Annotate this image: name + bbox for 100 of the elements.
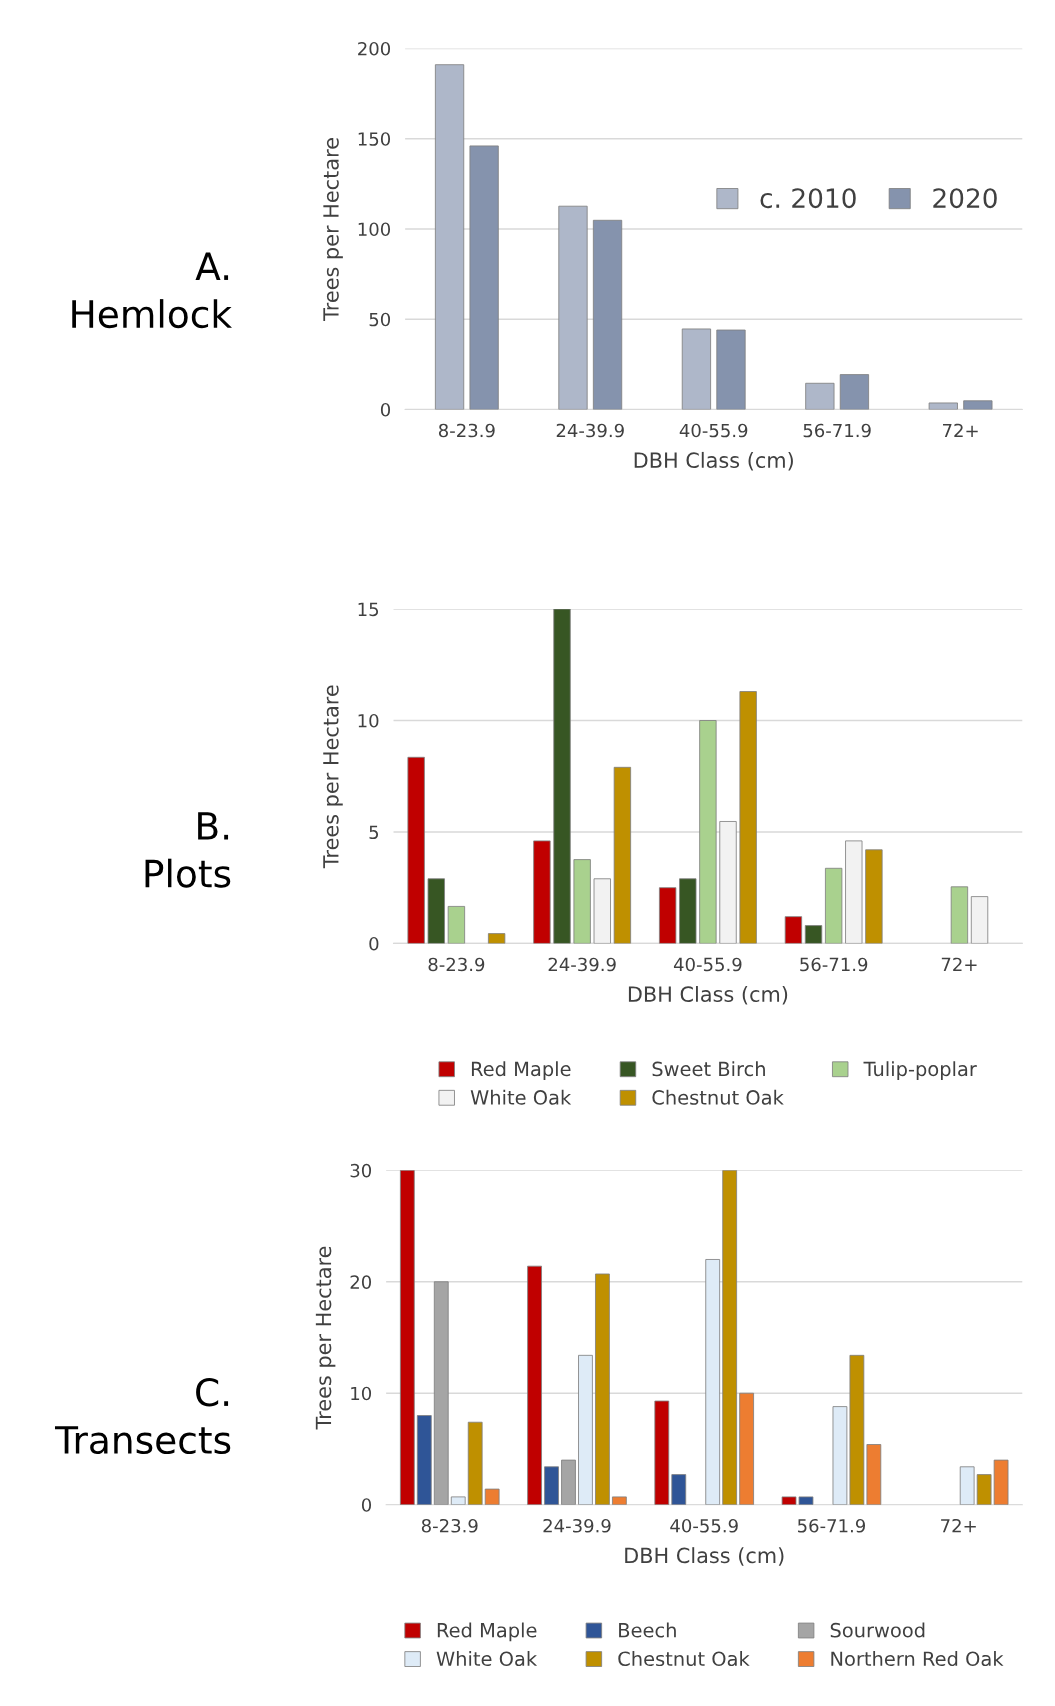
y-tick-label: 0 (361, 1498, 372, 1512)
x-tick-label: 56-71.9 (797, 1518, 866, 1533)
x-tick-label: 72+ (943, 423, 978, 438)
x-tick-label: 8-23.9 (421, 1518, 478, 1533)
y-tick-label: 20 (350, 1275, 372, 1289)
y-tick-label: 30 (350, 1163, 372, 1178)
text: C. Transects (54, 1378, 231, 1455)
bar (450, 1496, 466, 1505)
y-tick-label: 10 (358, 713, 379, 728)
bar (544, 1466, 559, 1505)
bar (578, 1354, 593, 1505)
text: A. Hemlock (72, 252, 232, 329)
bar (407, 756, 425, 944)
legend-label: Chestnut Oak (618, 1651, 750, 1667)
bar (592, 219, 623, 410)
x-tick-label: 24-39.9 (548, 957, 616, 972)
bar (527, 1265, 542, 1505)
x-axis-title: DBH Class (cm) (625, 1547, 784, 1566)
bar (671, 1474, 687, 1505)
bar (784, 916, 803, 944)
bar (739, 1392, 754, 1505)
y-axis-title: Trees per Hectare (323, 138, 343, 321)
y-tick-label: 100 (358, 222, 391, 237)
x-tick-label: 56-71.9 (800, 957, 868, 972)
bar (484, 1488, 500, 1505)
y-tick-label: 15 (358, 602, 379, 617)
x-tick-label: 24-39.9 (556, 423, 624, 438)
bar (950, 886, 969, 944)
legend-label: Sourwood (830, 1622, 925, 1638)
bar (434, 64, 465, 410)
bar (716, 329, 746, 410)
bar (739, 691, 757, 944)
x-tick-label: 56-71.9 (803, 423, 871, 438)
bar (681, 328, 712, 410)
y-tick-label: 5 (369, 825, 379, 840)
bar (805, 382, 835, 410)
legend-label: Chestnut Oak (652, 1089, 784, 1105)
bar (658, 887, 677, 944)
bar (866, 1444, 882, 1505)
x-tick-label: 40-55.9 (673, 957, 742, 972)
legend-label: Beech (619, 1622, 676, 1638)
y-tick-label: 10 (351, 1386, 372, 1401)
x-tick-label: 8-23.9 (438, 423, 495, 438)
bar (427, 878, 445, 944)
x-tick-label: 8-23.9 (428, 957, 485, 972)
x-tick-label: 72+ (941, 957, 977, 972)
bar (699, 720, 717, 944)
legend-label: Northern Red Oak (831, 1651, 1004, 1667)
bar (722, 1170, 738, 1505)
bar (970, 896, 989, 944)
bar (804, 925, 823, 944)
legend-label: Sweet Birch (652, 1061, 765, 1077)
legend-label: 2020 (933, 188, 997, 209)
bar (963, 400, 993, 410)
bar (447, 905, 466, 944)
y-tick-label: 0 (380, 402, 391, 417)
y-axis-title: Trees per Hectare (315, 1246, 336, 1430)
x-axis-title: DBH Class (cm) (634, 451, 793, 471)
legend-label: Red Maple (471, 1061, 571, 1081)
legend-label: Tulip-poplar (863, 1061, 977, 1081)
bar (865, 849, 883, 944)
bar (959, 1466, 975, 1505)
bar (595, 1273, 610, 1505)
bar (573, 859, 591, 944)
y-tick-label: 150 (358, 132, 391, 146)
bar (613, 766, 632, 944)
bar (467, 1421, 483, 1505)
x-tick-label: 40-55.9 (679, 423, 748, 438)
bar (845, 840, 863, 944)
legend-label: White Oak (436, 1651, 538, 1667)
bar (654, 1400, 670, 1505)
bar (839, 374, 870, 410)
bar (679, 878, 697, 944)
y-tick-label: 50 (369, 312, 391, 327)
bar (533, 840, 551, 944)
bar (612, 1496, 627, 1505)
bar (487, 933, 506, 944)
bar (593, 878, 611, 944)
x-axis-title: DBH Class (cm) (628, 985, 788, 1005)
bar (553, 609, 571, 944)
bar (719, 821, 737, 944)
bar (824, 867, 843, 944)
x-tick-label: 40-55.9 (670, 1518, 738, 1533)
y-tick-label: 0 (369, 936, 379, 951)
bar (469, 145, 499, 410)
bar (399, 1170, 415, 1505)
bar (558, 205, 588, 410)
bar (928, 402, 958, 410)
legend-label: White Oak (470, 1089, 572, 1105)
y-axis-title: Trees per Hectare (323, 685, 343, 869)
legend-label: c. 2010 (760, 188, 856, 209)
x-tick-label: 24-39.9 (543, 1518, 611, 1533)
legend-label: Red Maple (437, 1622, 537, 1642)
bar (561, 1459, 576, 1505)
x-tick-label: 72+ (941, 1518, 976, 1533)
text: B. Plots (145, 812, 231, 888)
bar (433, 1281, 449, 1505)
bar (416, 1415, 432, 1505)
bar (705, 1259, 721, 1505)
y-tick-label: 200 (358, 41, 391, 56)
